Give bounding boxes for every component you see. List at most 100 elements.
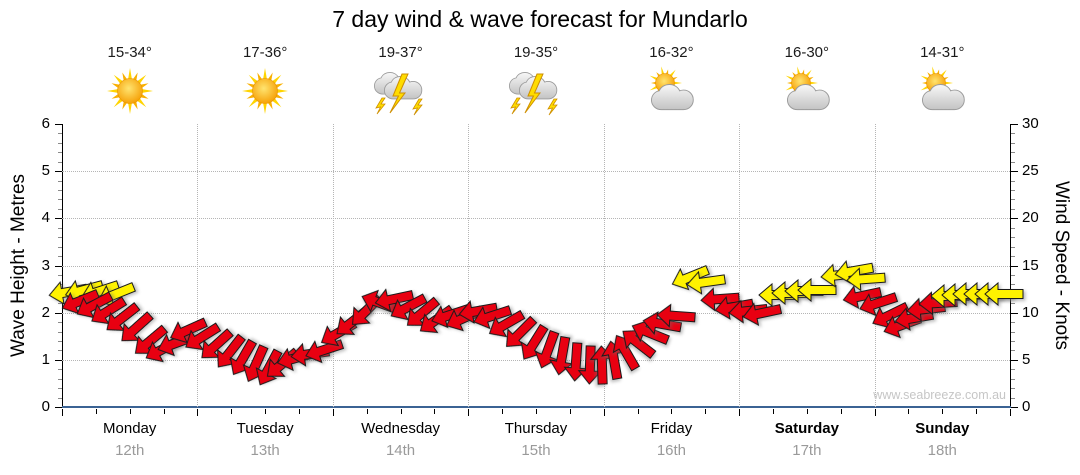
right-axis-tick-label: 30 bbox=[1022, 115, 1039, 132]
day-name-label: Friday bbox=[650, 420, 693, 437]
day-date-label: 16th bbox=[656, 442, 687, 459]
page-title: 7 day wind & wave forecast for Mundarlo bbox=[332, 6, 748, 32]
weather-icon-sunny bbox=[237, 66, 293, 116]
left-axis-minor-tick bbox=[58, 331, 62, 333]
left-axis-minor-tick bbox=[58, 350, 62, 352]
bottom-axis-minor-tick bbox=[773, 409, 774, 414]
left-axis-minor-tick bbox=[58, 303, 62, 305]
left-axis-major-tick bbox=[55, 312, 62, 314]
left-axis-tick-label: 1 bbox=[41, 350, 50, 368]
bottom-axis-minor-tick bbox=[95, 409, 97, 414]
weather-icon-thunderstorm bbox=[373, 66, 429, 116]
grid-line-day-separator bbox=[603, 124, 605, 407]
left-axis-minor-tick bbox=[58, 378, 62, 380]
wind-arrow bbox=[667, 257, 714, 296]
temperature-range-label: 19-37° bbox=[378, 44, 423, 61]
bottom-axis-minor-tick bbox=[637, 409, 639, 414]
bottom-axis-minor-tick bbox=[231, 409, 233, 414]
right-axis-minor-tick bbox=[1011, 369, 1015, 371]
wind-arrow bbox=[917, 289, 958, 317]
temperature-range-label: 16-32° bbox=[649, 44, 694, 61]
day-date-label: 13th bbox=[250, 442, 280, 459]
weather-icon-partly-cloudy bbox=[779, 66, 835, 116]
left-axis-tick-label: 4 bbox=[41, 209, 50, 227]
bottom-axis-minor-tick bbox=[569, 409, 571, 414]
right-axis-minor-tick bbox=[1011, 256, 1015, 258]
wind-arrow bbox=[178, 316, 226, 359]
right-axis-minor-tick bbox=[1011, 142, 1015, 144]
day-name-label: Monday bbox=[103, 420, 157, 437]
bottom-axis-minor-tick bbox=[536, 409, 537, 414]
left-axis-minor-tick bbox=[58, 152, 62, 154]
bottom-axis-minor-tick bbox=[671, 409, 673, 414]
right-axis-minor-tick bbox=[1011, 190, 1015, 192]
day-name-label: Thursday bbox=[504, 420, 568, 437]
right-axis-tick-label: 10 bbox=[1022, 303, 1039, 321]
bottom-axis-minor-tick bbox=[299, 409, 300, 414]
bottom-axis-major-tick bbox=[603, 409, 605, 416]
wind-arrow bbox=[699, 285, 741, 314]
right-axis-tick-label: 5 bbox=[1022, 350, 1031, 368]
bottom-axis-minor-tick bbox=[942, 409, 944, 414]
day-date-label: 14th bbox=[385, 442, 416, 459]
right-axis-tick-label: 15 bbox=[1022, 256, 1039, 274]
bottom-axis-major-tick bbox=[332, 409, 334, 416]
right-axis-minor-tick bbox=[1011, 388, 1015, 390]
left-axis-minor-tick bbox=[58, 388, 62, 390]
bottom-axis-minor-tick bbox=[908, 409, 910, 414]
wind-arrow bbox=[740, 296, 785, 330]
bottom-axis-major-tick bbox=[1010, 409, 1011, 416]
day-date-label: 18th bbox=[927, 442, 957, 459]
right-axis-minor-tick bbox=[1011, 199, 1015, 201]
day-date-label: 17th bbox=[792, 442, 822, 459]
right-axis-tick-label: 20 bbox=[1022, 209, 1039, 227]
wind-arrow bbox=[469, 298, 515, 335]
left-axis-minor-tick bbox=[58, 180, 62, 182]
right-axis-major-tick bbox=[1011, 265, 1018, 267]
left-axis-minor-tick bbox=[58, 142, 62, 144]
right-axis-minor-tick bbox=[1011, 397, 1015, 399]
bottom-axis-minor-tick bbox=[163, 409, 165, 414]
grid-line-horizontal bbox=[62, 359, 1010, 361]
wind-arrow bbox=[684, 267, 727, 298]
weather-icon-partly-cloudy bbox=[914, 66, 970, 116]
wind-arrow bbox=[845, 264, 887, 293]
weather-icon-sunny bbox=[102, 66, 158, 116]
wind-arrow bbox=[855, 285, 901, 322]
wind-arrow bbox=[482, 303, 530, 346]
day-name-label: Wednesday bbox=[361, 420, 441, 437]
left-axis-minor-tick bbox=[58, 237, 62, 239]
day-name-label: Tuesday bbox=[236, 420, 294, 437]
grid-line-day-separator bbox=[468, 124, 470, 407]
left-axis-major-tick bbox=[55, 218, 62, 220]
left-axis-minor-tick bbox=[58, 161, 62, 163]
left-axis-major-tick bbox=[55, 359, 62, 361]
wind-arrow bbox=[640, 308, 684, 341]
right-axis-major-tick bbox=[1011, 407, 1018, 408]
bottom-axis-minor-tick bbox=[400, 409, 402, 414]
wind-arrow bbox=[372, 283, 417, 317]
weather-icon-thunderstorm bbox=[508, 66, 564, 116]
left-axis-minor-tick bbox=[58, 256, 62, 258]
grid-line-day-separator bbox=[874, 124, 876, 407]
left-axis-minor-tick bbox=[58, 340, 62, 342]
left-axis-minor-tick bbox=[58, 397, 62, 399]
right-axis-major-tick bbox=[1011, 171, 1018, 173]
right-axis-major-tick bbox=[1011, 312, 1018, 314]
right-axis-minor-tick bbox=[1011, 161, 1015, 163]
right-axis-tick-label: 0 bbox=[1022, 398, 1031, 415]
left-axis-minor-tick bbox=[58, 133, 62, 135]
right-axis-major-tick bbox=[1011, 124, 1018, 125]
right-axis-minor-tick bbox=[1011, 378, 1015, 380]
left-axis-tick-label: 2 bbox=[41, 303, 50, 321]
temperature-range-label: 19-35° bbox=[513, 44, 559, 61]
left-axis-minor-tick bbox=[58, 199, 62, 201]
bottom-axis-minor-tick bbox=[265, 409, 267, 414]
bottom-axis-minor-tick bbox=[976, 409, 978, 414]
wind-arrow bbox=[301, 332, 347, 369]
right-axis-minor-tick bbox=[1011, 331, 1015, 333]
temperature-range-label: 17-36° bbox=[242, 44, 288, 61]
bottom-axis-minor-tick bbox=[129, 409, 131, 414]
right-axis-minor-tick bbox=[1011, 237, 1015, 239]
